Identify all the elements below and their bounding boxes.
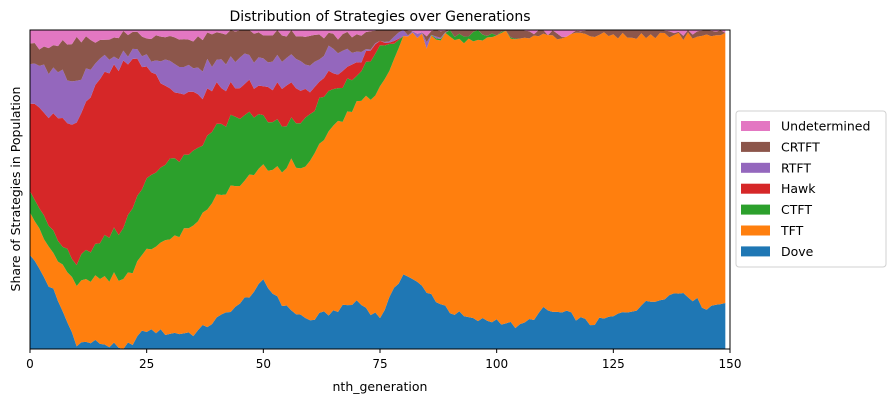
x-axis-label: nth_generation xyxy=(333,379,428,394)
area-rtft xyxy=(30,30,726,125)
legend-label-crtft: CRTFT xyxy=(781,139,820,154)
x-tick-label: 50 xyxy=(256,357,271,371)
area-ctft xyxy=(30,30,726,287)
legend-swatch-hawk xyxy=(741,183,770,194)
legend-swatch-tft xyxy=(741,225,770,236)
x-tick-label: 150 xyxy=(719,357,742,371)
legend: Undetermined CRTFT RTFT Hawk CTFT TFT Dove xyxy=(735,110,887,268)
area-crtft xyxy=(30,30,726,82)
x-tick-label: 100 xyxy=(485,357,508,371)
area-dove xyxy=(30,255,726,349)
legend-label-dove: Dove xyxy=(781,244,814,259)
legend-swatch-dove xyxy=(741,246,770,257)
legend-swatch-undetermined xyxy=(741,121,770,131)
area-layers xyxy=(30,30,726,349)
legend-label-hawk: Hawk xyxy=(781,181,816,196)
y-axis-label: Share of Strategies in Population xyxy=(8,87,23,292)
legend-label-ctft: CTFT xyxy=(781,202,812,217)
legend-label-rtft: RTFT xyxy=(781,160,811,175)
area-undetermined xyxy=(30,30,726,50)
legend-swatch-ctft xyxy=(741,204,770,215)
x-tick-label: 0 xyxy=(26,357,34,371)
area-tft xyxy=(30,30,726,349)
x-tick-label: 125 xyxy=(602,357,625,371)
chart-title: Distribution of Strategies over Generati… xyxy=(229,9,530,25)
legend-swatch-crtft xyxy=(741,141,770,152)
area-hawk xyxy=(30,30,726,266)
legend-box xyxy=(735,110,887,268)
x-axis: 0 25 50 75 100 125 150 xyxy=(26,349,741,371)
legend-label-undetermined: Undetermined xyxy=(781,119,870,134)
x-tick-label: 75 xyxy=(372,357,387,371)
legend-label-tft: TFT xyxy=(780,223,804,238)
legend-swatch-rtft xyxy=(741,162,770,173)
x-tick-label: 25 xyxy=(139,357,154,371)
